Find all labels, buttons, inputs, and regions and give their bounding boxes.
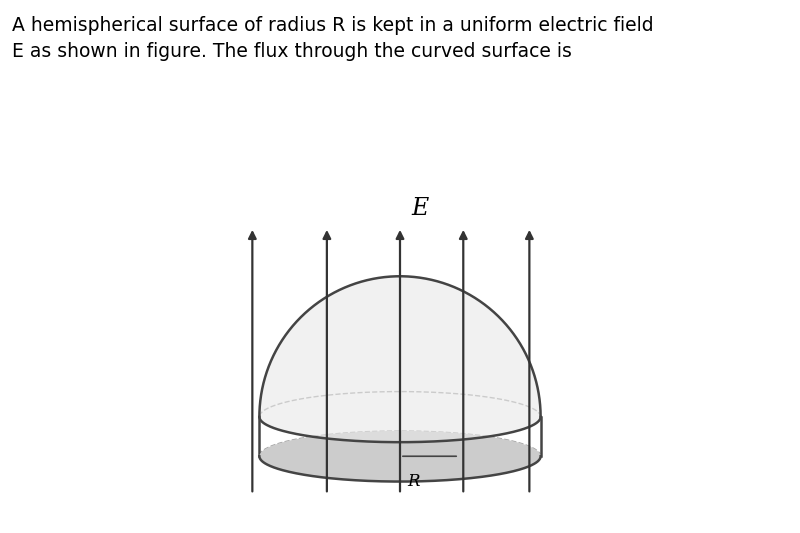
Text: R: R xyxy=(407,473,419,490)
Ellipse shape xyxy=(259,431,541,481)
Text: E: E xyxy=(411,197,429,220)
Polygon shape xyxy=(259,276,541,442)
Text: A hemispherical surface of radius R is kept in a uniform electric field
E as sho: A hemispherical surface of radius R is k… xyxy=(12,16,654,61)
